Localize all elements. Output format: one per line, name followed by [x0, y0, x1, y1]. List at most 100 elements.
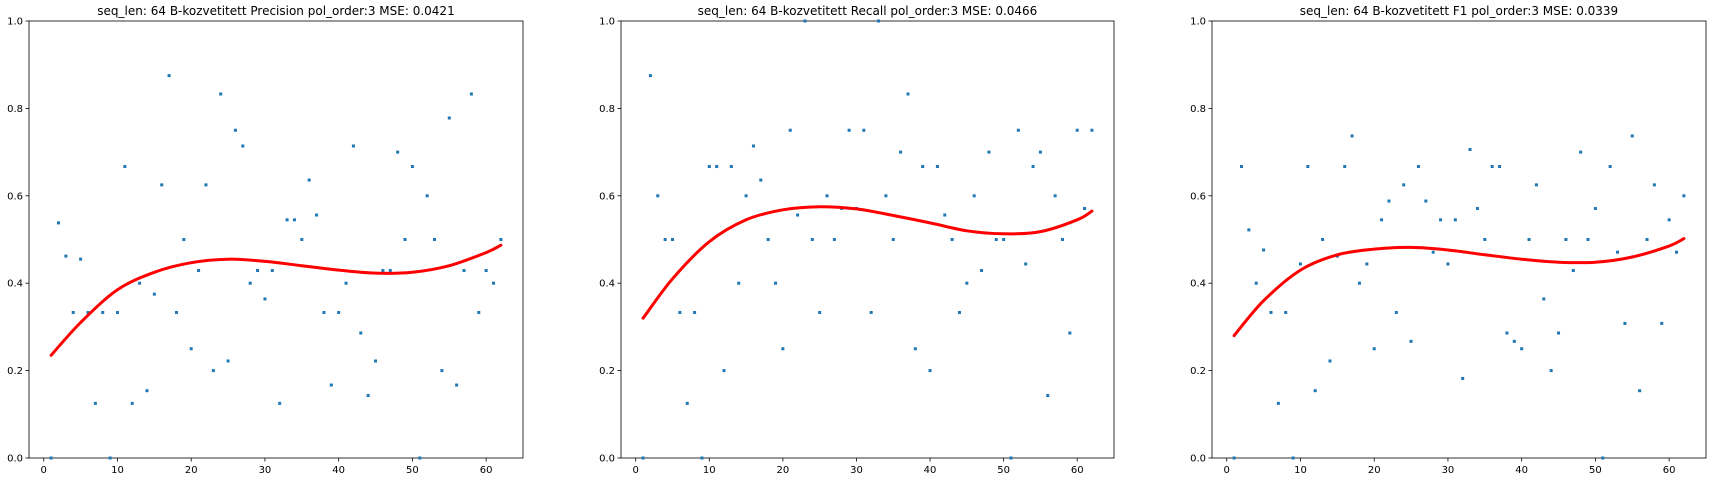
- data-point: [1284, 310, 1288, 314]
- x-tick-label: 30: [850, 465, 863, 476]
- y-tick-label: 1.0: [7, 17, 23, 28]
- x-tick-label: 10: [111, 465, 124, 476]
- data-point: [1247, 228, 1251, 232]
- data-point: [366, 394, 370, 398]
- data-point: [1446, 262, 1450, 266]
- y-tick-label: 0.0: [599, 454, 615, 465]
- x-tick-label: 0: [633, 465, 639, 476]
- data-point: [1498, 165, 1502, 169]
- data-point: [1239, 165, 1243, 169]
- y-tick-label: 0.6: [7, 191, 23, 202]
- x-tick-label: 50: [1589, 465, 1602, 476]
- data-point: [965, 281, 969, 285]
- y-tick-label: 0.6: [599, 191, 615, 202]
- data-point: [1534, 183, 1538, 187]
- x-tick-label: 0: [41, 465, 47, 476]
- data-point: [1016, 128, 1020, 132]
- data-point: [1557, 331, 1561, 335]
- data-point: [307, 178, 311, 182]
- data-point: [433, 238, 437, 241]
- data-point: [943, 213, 947, 217]
- data-point: [241, 144, 245, 148]
- data-point: [707, 165, 711, 169]
- x-tick-label: 10: [703, 465, 716, 476]
- y-tick-label: 0.8: [1190, 104, 1206, 115]
- data-point: [108, 456, 112, 460]
- data-point: [1549, 369, 1553, 373]
- data-point: [950, 238, 954, 241]
- recall-panel: seq_len: 64 B-kozvetitett Recall pol_ord…: [599, 4, 1115, 476]
- data-point: [152, 292, 156, 296]
- data-point: [101, 310, 105, 314]
- data-point: [1667, 218, 1671, 222]
- data-point: [1475, 206, 1479, 210]
- data-point: [928, 369, 932, 373]
- x-tick-label: 60: [480, 465, 493, 476]
- y-tick-label: 0.6: [1190, 191, 1206, 202]
- data-point: [1276, 401, 1280, 405]
- data-point: [1409, 339, 1413, 343]
- data-point: [1298, 262, 1302, 266]
- y-tick-label: 0.8: [7, 104, 23, 115]
- data-point: [1387, 199, 1391, 203]
- data-point: [1601, 456, 1605, 460]
- data-point: [455, 383, 459, 387]
- data-point: [935, 165, 939, 169]
- data-point: [93, 401, 97, 405]
- data-point: [410, 165, 414, 169]
- data-point: [233, 128, 237, 132]
- data-point: [1350, 134, 1354, 138]
- f1-panel: seq_len: 64 B-kozvetitett F1 pol_order:3…: [1190, 4, 1707, 476]
- y-tick-label: 0.4: [1190, 279, 1206, 290]
- data-point: [79, 257, 83, 261]
- panel-title: seq_len: 64 B-kozvetitett Recall pol_ord…: [698, 4, 1038, 18]
- data-point: [781, 347, 785, 351]
- data-point: [1083, 206, 1087, 210]
- y-tick-label: 0.0: [7, 454, 23, 465]
- data-point: [877, 19, 881, 23]
- data-point: [1520, 347, 1524, 351]
- data-point: [1313, 389, 1317, 393]
- data-point: [1461, 376, 1465, 380]
- data-point: [980, 269, 984, 273]
- data-point: [263, 297, 267, 301]
- data-point: [1468, 147, 1472, 151]
- data-point: [403, 238, 407, 241]
- data-point: [1512, 339, 1516, 343]
- x-tick-label: 50: [997, 465, 1010, 476]
- data-point: [1002, 238, 1006, 241]
- data-point: [693, 310, 697, 314]
- data-point: [1232, 456, 1236, 460]
- x-tick-label: 0: [1224, 465, 1230, 476]
- data-point: [648, 74, 652, 78]
- data-point: [248, 281, 252, 285]
- data-point: [64, 254, 68, 258]
- data-point: [351, 144, 355, 148]
- data-point: [1306, 165, 1310, 169]
- data-point: [1321, 238, 1325, 241]
- x-tick-label: 10: [1294, 465, 1307, 476]
- data-point: [774, 281, 778, 285]
- data-point: [1009, 456, 1013, 460]
- data-point: [972, 194, 976, 198]
- data-point: [906, 92, 910, 96]
- data-point: [884, 194, 888, 198]
- data-point: [1416, 165, 1420, 169]
- y-tick-label: 1.0: [599, 17, 615, 28]
- data-point: [388, 269, 392, 273]
- data-point: [722, 369, 726, 373]
- data-point: [1365, 262, 1369, 266]
- data-point: [344, 281, 348, 285]
- data-point: [1623, 321, 1627, 325]
- data-point: [1593, 206, 1597, 210]
- data-point: [167, 74, 171, 78]
- data-point: [256, 269, 260, 273]
- data-point: [1372, 347, 1376, 351]
- x-tick-label: 20: [1368, 465, 1381, 476]
- data-point: [803, 19, 807, 23]
- y-tick-label: 1.0: [1190, 17, 1206, 28]
- data-point: [1638, 389, 1642, 393]
- data-point: [1328, 359, 1332, 363]
- data-point: [1490, 165, 1494, 169]
